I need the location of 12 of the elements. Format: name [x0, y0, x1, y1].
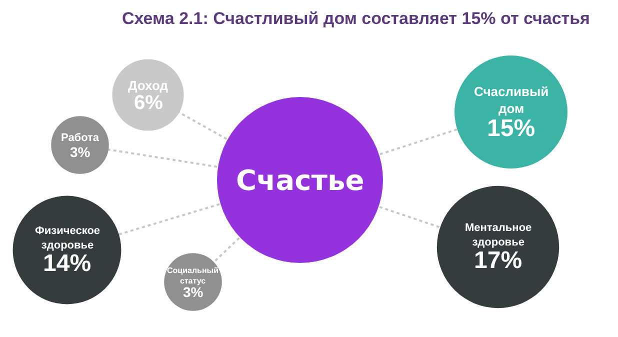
- category-label: Работа: [61, 132, 100, 144]
- category-label: Социальный статус: [167, 266, 219, 286]
- category-label: Счасливый дом: [474, 84, 549, 116]
- data-label: 17%: [474, 247, 522, 274]
- category-label: Ментальное здоровье: [465, 222, 532, 248]
- category-label: Физическое здоровье: [35, 225, 100, 252]
- data-label: 3%: [70, 144, 91, 160]
- data-label: 15%: [487, 115, 536, 142]
- data-label: 3%: [183, 284, 204, 300]
- text: Схема 2.1: Счастливый дом составляет 15% от счастья: [122, 9, 590, 28]
- text: Счастье: [236, 164, 364, 197]
- data-label: 14%: [43, 250, 92, 277]
